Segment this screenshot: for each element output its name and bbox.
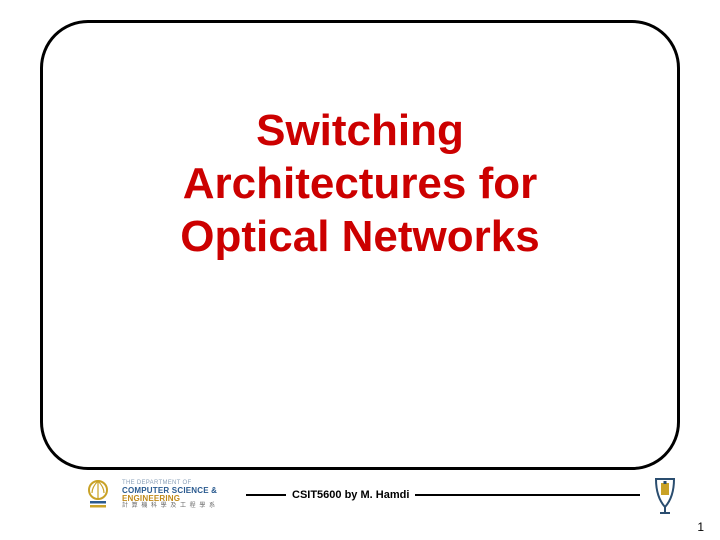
slide: Switching Architectures for Optical Netw… [0,0,720,540]
footer-rule-left [246,494,286,496]
department-emblem-icon [80,477,116,513]
course-label: CSIT5600 by M. Hamdi [292,489,409,501]
footer-rule-right [415,494,640,496]
department-logo: THE DEPARTMENT OF COMPUTER SCIENCE & ENG… [80,473,240,517]
footer-bar: THE DEPARTMENT OF COMPUTER SCIENCE & ENG… [80,470,680,520]
department-text: THE DEPARTMENT OF COMPUTER SCIENCE & ENG… [122,480,217,509]
slide-title: Switching Architectures for Optical Netw… [120,105,600,263]
dept-line-4: 計 算 機 科 學 及 工 程 學 系 [122,503,217,509]
page-number: 1 [697,520,704,534]
university-logo-icon [650,473,680,517]
